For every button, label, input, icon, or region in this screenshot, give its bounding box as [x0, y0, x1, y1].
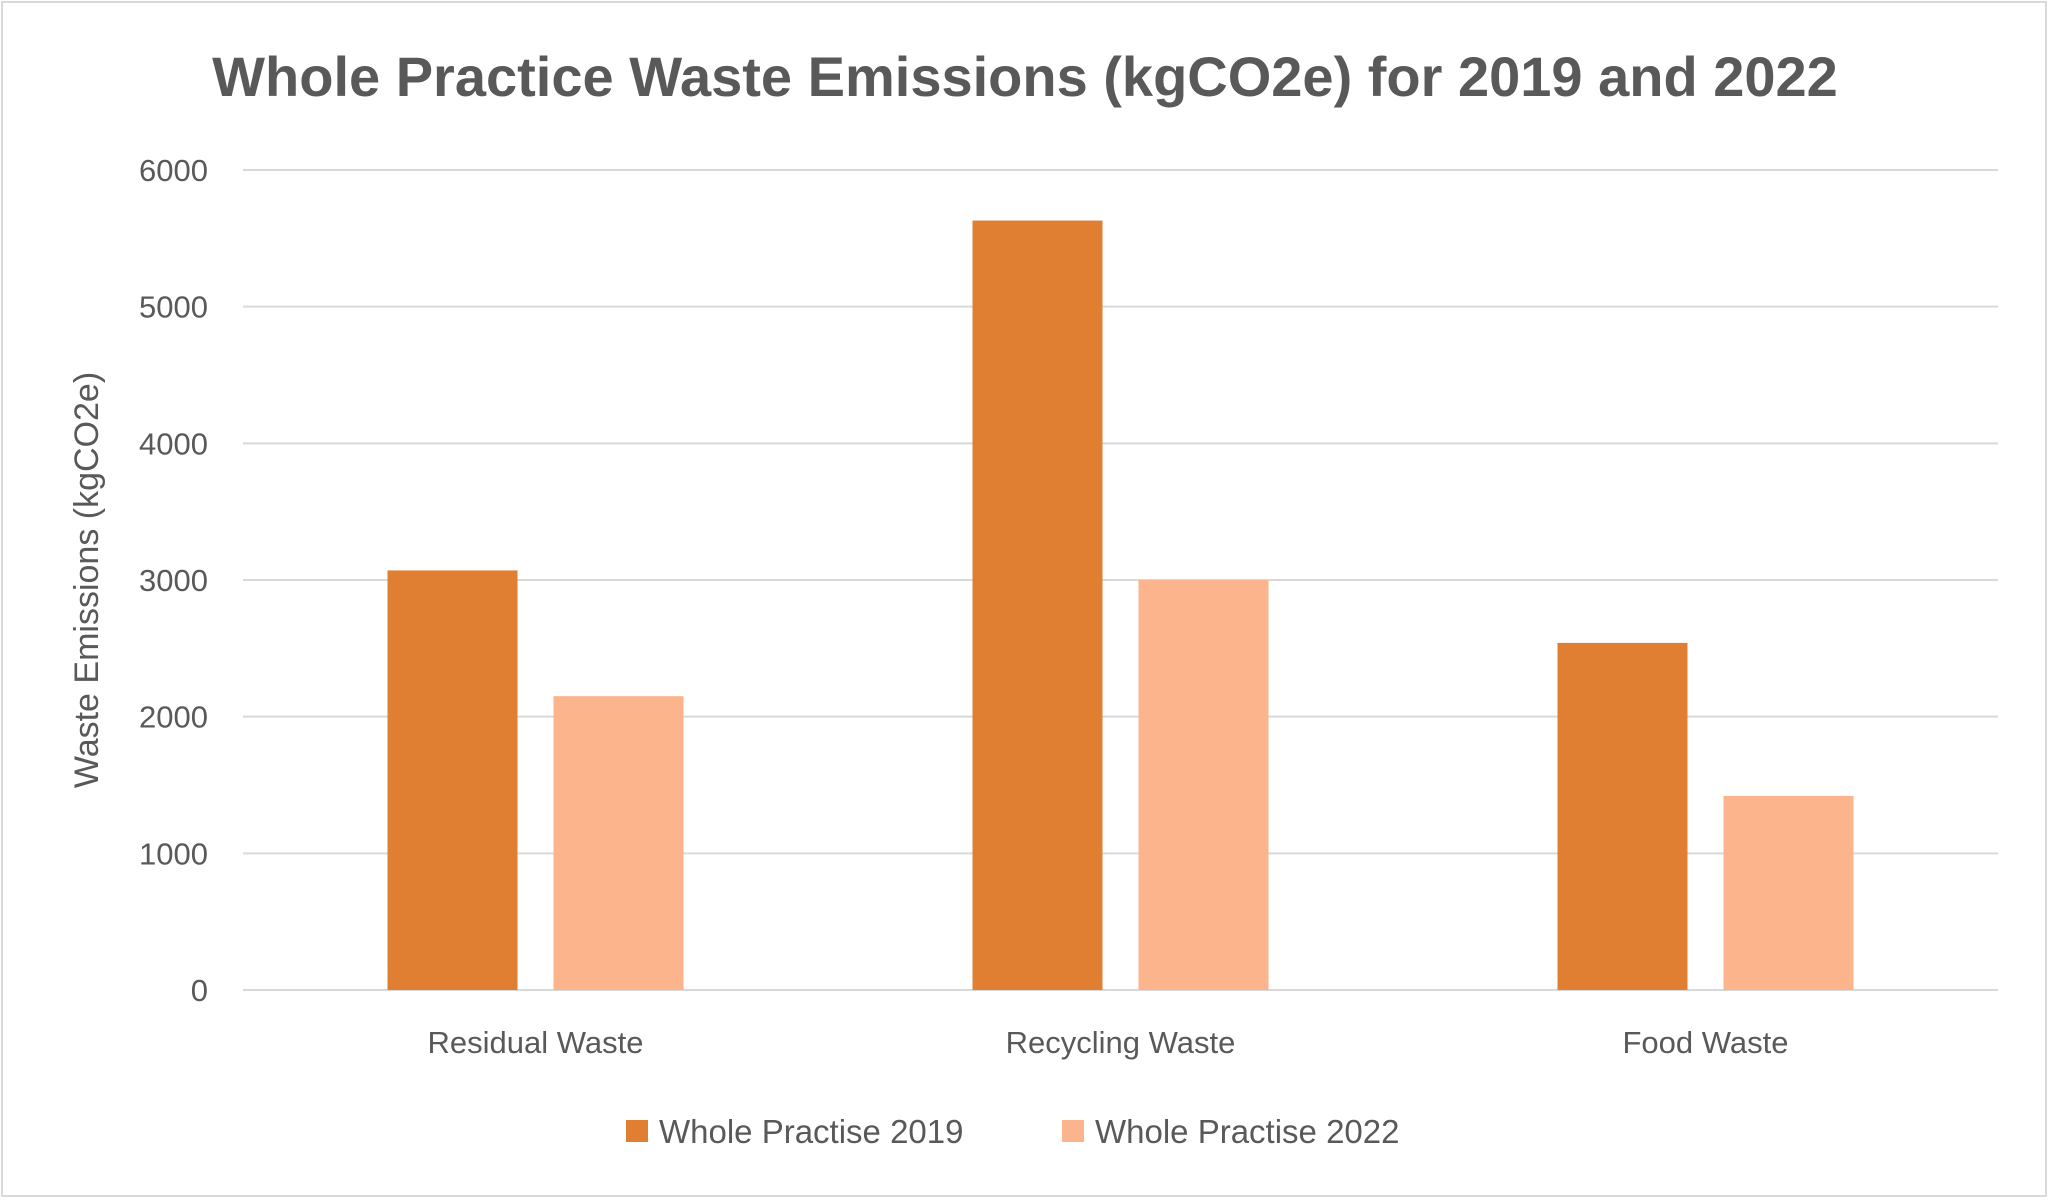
bar-1-2: [972, 220, 1103, 991]
y-tick-label: 0: [191, 973, 208, 1008]
legend-swatch: [626, 1120, 648, 1142]
bar-2-1: [553, 696, 684, 990]
bar-2-2: [1138, 580, 1269, 990]
bar-2-3: [1723, 795, 1854, 990]
y-tick-label: 1000: [139, 836, 208, 871]
bar-1-3: [1557, 642, 1688, 990]
legend-label: Whole Practise 2019: [659, 1113, 964, 1150]
legend-label: Whole Practise 2022: [1095, 1113, 1400, 1150]
y-tick-label: 6000: [139, 153, 208, 188]
category-label: Recycling Waste: [1006, 1025, 1236, 1060]
chart-title: Whole Practice Waste Emissions (kgCO2e) …: [212, 45, 1838, 108]
legend-swatch: [1062, 1120, 1084, 1142]
y-tick-label: 5000: [139, 290, 208, 325]
y-axis-label: Waste Emissions (kgCO2e): [68, 372, 106, 788]
bar-1-1: [387, 570, 518, 990]
y-tick-label: 2000: [139, 700, 208, 735]
category-label: Residual Waste: [428, 1025, 644, 1060]
y-tick-label: 4000: [139, 426, 208, 461]
y-tick-label: 3000: [139, 563, 208, 598]
category-label: Food Waste: [1623, 1025, 1789, 1060]
